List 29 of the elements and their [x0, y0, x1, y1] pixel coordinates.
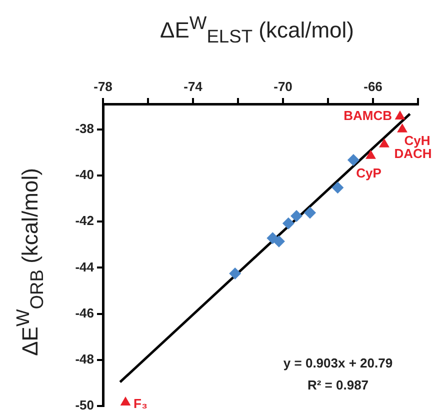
annotation: y = 0.903x + 20.79 — [283, 356, 393, 371]
y-tick-label: -42 — [75, 213, 94, 228]
point — [347, 154, 360, 166]
annotation: BAMCB — [344, 108, 392, 124]
y-tick-label: -48 — [75, 351, 94, 366]
annotation: F₃ — [134, 396, 148, 412]
x-tick-label: -66 — [364, 78, 382, 94]
point — [229, 267, 242, 280]
point — [379, 138, 390, 148]
x-tick-label: -74 — [184, 78, 204, 94]
point — [304, 206, 316, 219]
annotation: CyH — [404, 132, 430, 148]
x-axis-title: ΔE$^{W}$$_{ELST}$ (kcal/mol) — [160, 12, 354, 48]
y-tick-label: -38 — [75, 120, 94, 136]
point — [272, 235, 285, 248]
point — [282, 217, 294, 230]
point — [332, 182, 344, 194]
annotation: CyP — [356, 165, 382, 180]
x-tick-label: -78 — [94, 78, 112, 94]
point — [366, 150, 376, 159]
annotation: R² = 0.987 — [307, 378, 369, 393]
point — [394, 110, 406, 120]
y-tick-label: -50 — [75, 398, 94, 413]
point — [290, 210, 302, 222]
y-tick-label: -44 — [75, 259, 95, 274]
y-tick-label: -40 — [75, 167, 94, 182]
point — [397, 123, 408, 132]
y-tick-label: -46 — [75, 305, 94, 320]
x-tick-label: -70 — [274, 78, 292, 94]
